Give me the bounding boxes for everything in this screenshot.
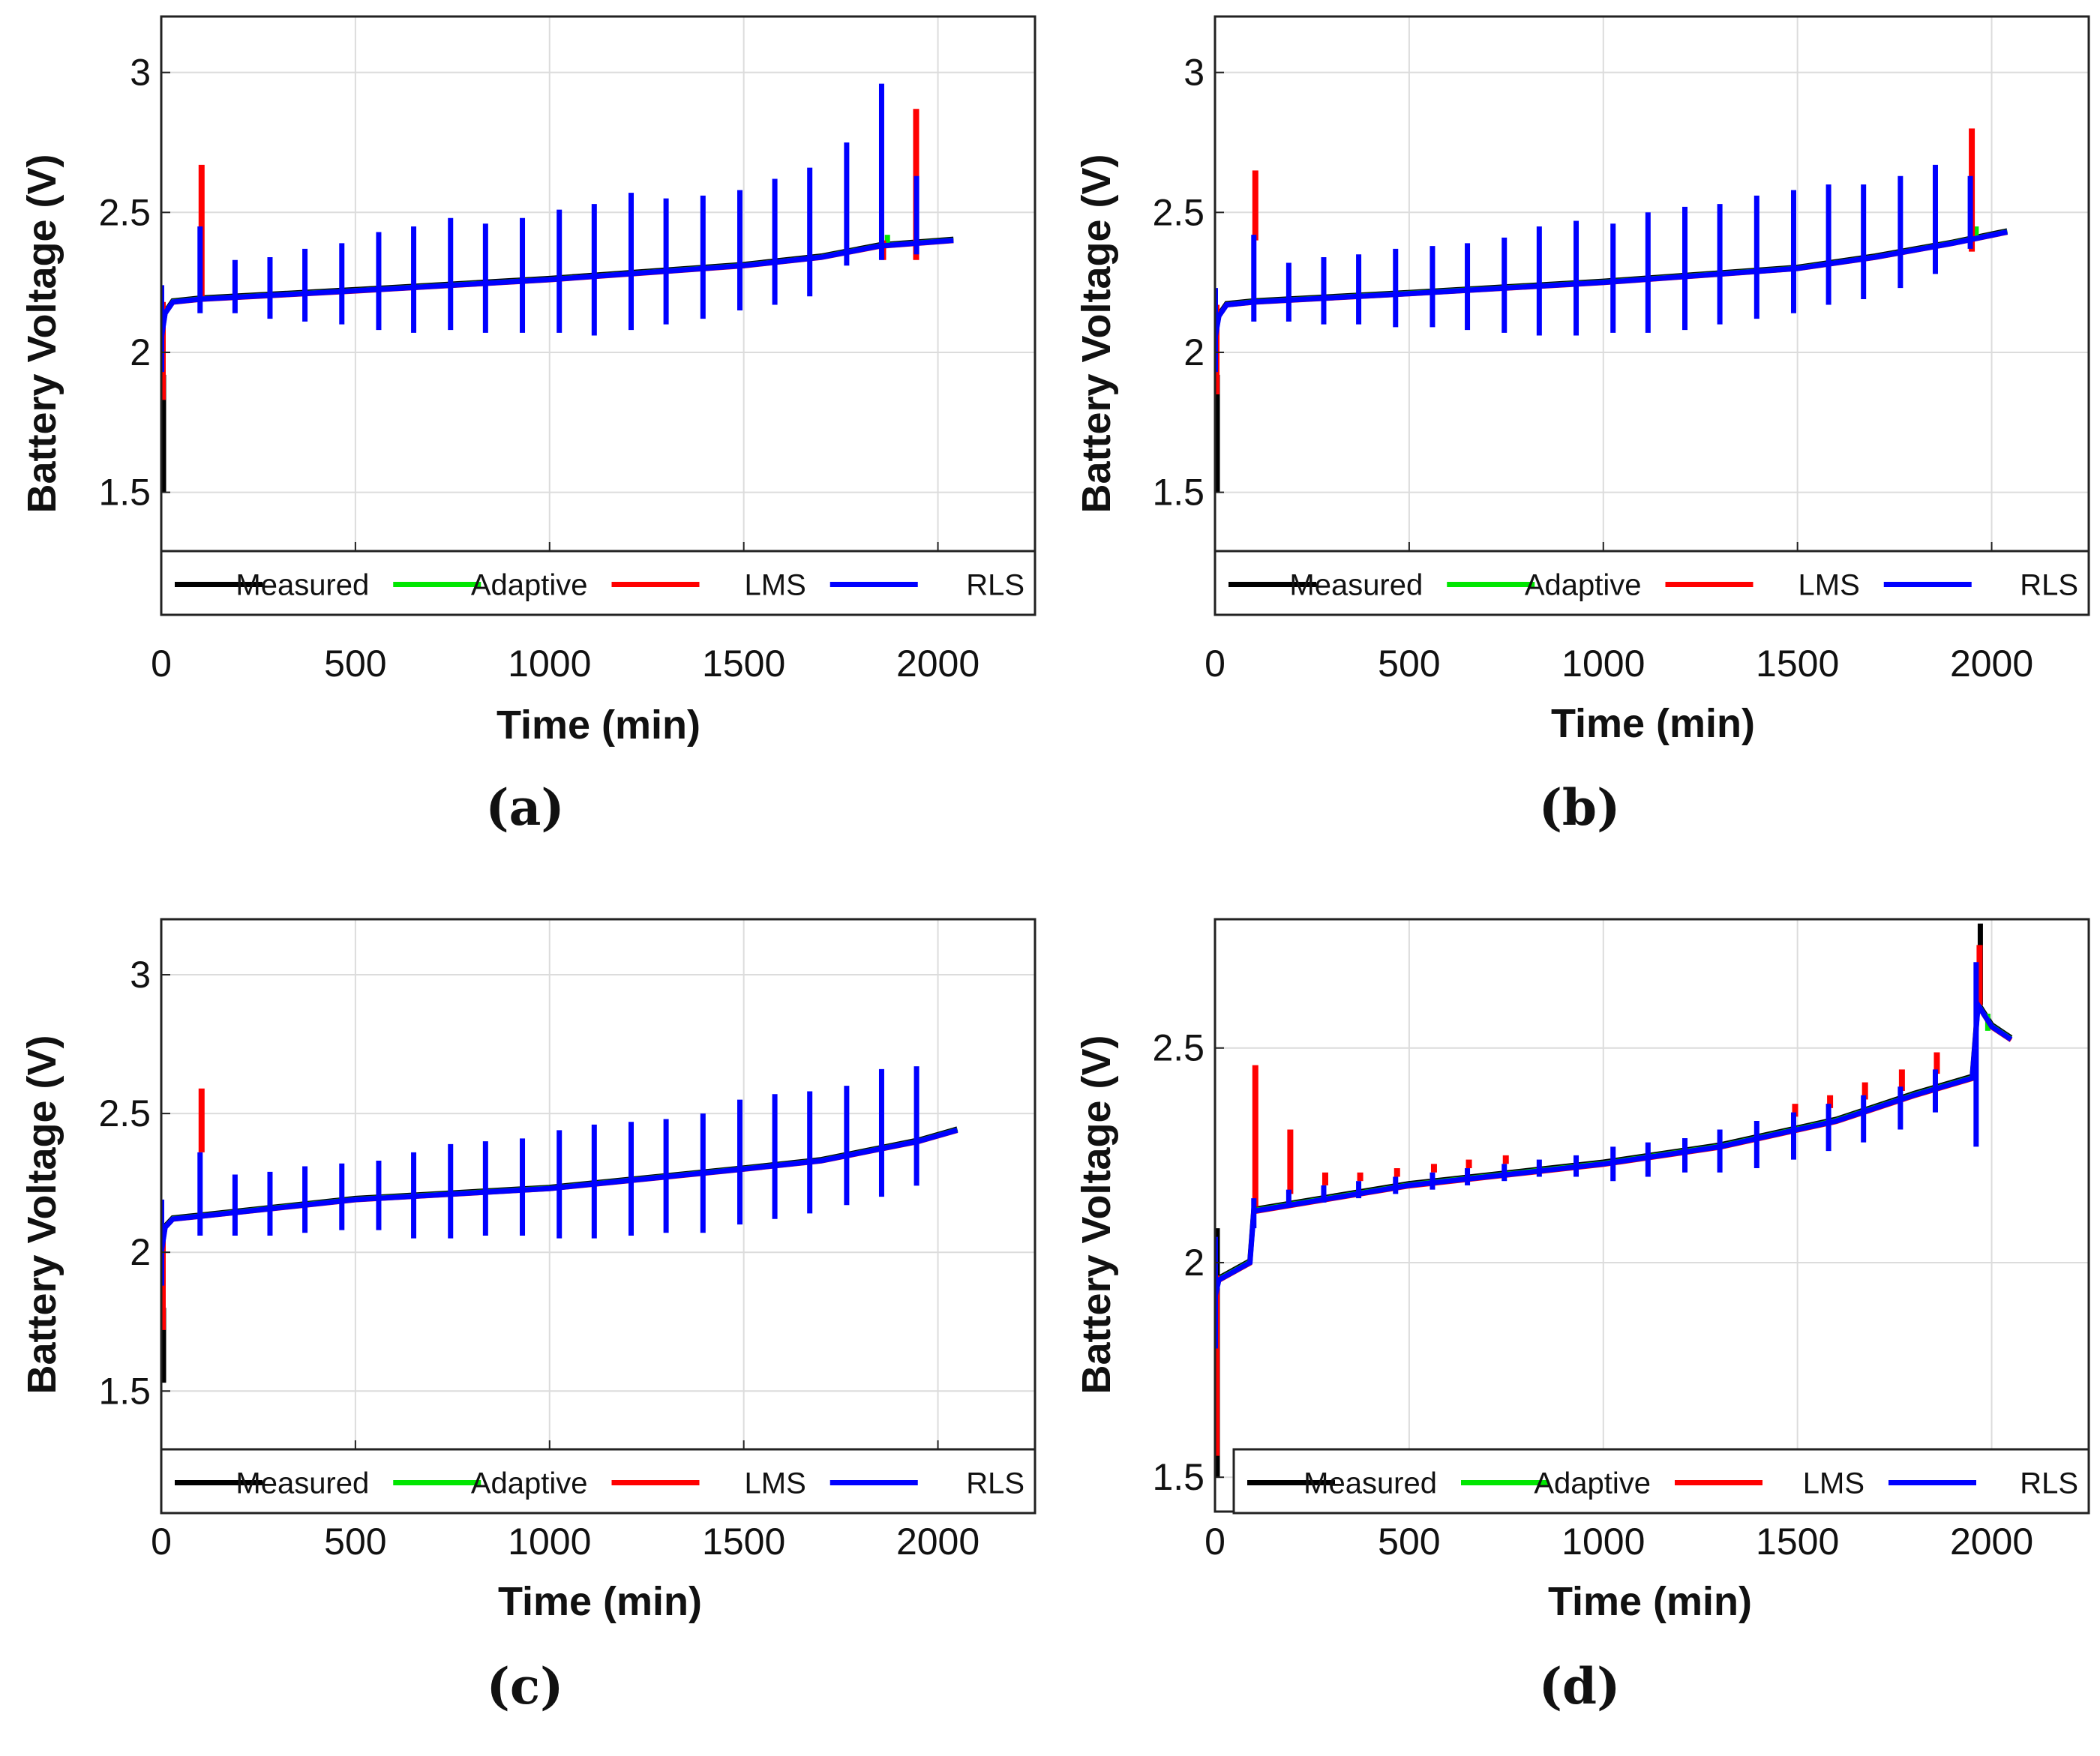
plot-area-c: 0 500 1000 1500 2000 1.5 2 2.5 3 Measured Adaptive… [98,918,1036,1563]
x-tick-label-500: 500 [324,1521,386,1563]
plot-background [1215,16,2089,551]
x-tick-label-500: 500 [1378,643,1440,685]
y-tick-label-2.5: 2.5 [98,191,151,233]
x-tick-label-2000: 2000 [1950,1521,2033,1563]
series-group [1215,923,2013,1478]
y-axis-label-a: Battery Voltage (V) [20,154,64,513]
x-axis-label-c: Time (min) [498,1579,702,1624]
legend-label-lms: LMS [1798,569,1860,602]
y-tick-label-2.5: 2.5 [1152,1027,1204,1069]
y-axis-label-b: Battery Voltage (V) [1074,154,1119,513]
legend-label-measured: Measured [236,1467,369,1500]
series-group [1215,128,2008,493]
legend: Measured Adaptive LMS RLS [1232,1448,2090,1515]
caption-c: (c) [487,1657,564,1716]
legend-label-measured: Measured [1289,569,1423,602]
y-tick-label-2: 2 [130,1231,151,1273]
series-group [161,83,954,493]
legend-label-rls: RLS [966,1467,1024,1500]
x-tick-label-0: 0 [1204,1521,1226,1563]
y-tick-label-2: 2 [1184,331,1204,373]
legend-label-lms: LMS [745,569,806,602]
plot-background [161,16,1035,551]
panel-c: 0 500 1000 1500 2000 1.5 2 2.5 3 Measured Adaptive… [20,918,1036,1716]
y-axis-label-c: Battery Voltage (V) [20,1035,64,1394]
caption-a: (a) [485,778,564,837]
y-tick-label-1.5: 1.5 [1152,1456,1204,1498]
x-tick-label-0: 0 [151,643,172,685]
x-tick-label-1000: 1000 [508,643,591,685]
legend-label-measured: Measured [236,569,369,602]
legend-label-rls: RLS [2020,1467,2078,1500]
y-tick-label-1.5: 1.5 [98,472,151,514]
x-tick-label-1000: 1000 [1562,643,1645,685]
x-axis-label-a: Time (min) [496,703,700,748]
x-tick-label-0: 0 [1204,643,1226,685]
y-tick-label-3: 3 [130,954,151,996]
legend-label-adaptive: Adaptive [471,569,588,602]
x-tick-label-1000: 1000 [508,1521,591,1563]
panel-a: 0 500 1000 1500 2000 1.5 2 2.5 3 Measured Adaptive… [20,15,1036,837]
x-tick-label-500: 500 [1378,1521,1440,1563]
legend: Measured Adaptive LMS RLS [160,550,1036,616]
legend: Measured Adaptive LMS RLS [1214,550,2090,616]
legend-label-rls: RLS [966,569,1024,602]
legend: Measured Adaptive LMS RLS [160,1448,1036,1515]
y-tick-label-1.5: 1.5 [98,1370,151,1412]
plot-area-a: 0 500 1000 1500 2000 1.5 2 2.5 3 Measured Adaptive… [98,15,1036,685]
y-tick-label-1.5: 1.5 [1152,472,1204,514]
x-tick-label-2000: 2000 [1950,643,2033,685]
x-tick-label-500: 500 [324,643,386,685]
y-tick-label-2: 2 [130,331,151,373]
legend-label-adaptive: Adaptive [1534,1467,1651,1500]
x-tick-label-0: 0 [151,1521,172,1563]
x-axis-label-b: Time (min) [1551,701,1755,746]
panel-d: 0 500 1000 1500 2000 1.5 2 2.5 Measured Adaptive L… [1074,918,2090,1716]
legend-label-measured: Measured [1304,1467,1437,1500]
y-tick-label-3: 3 [1184,52,1204,94]
y-axis-label-d: Battery Voltage (V) [1074,1035,1119,1394]
plot-area-d: 0 500 1000 1500 2000 1.5 2 2.5 Measured Adaptive L… [1152,918,2090,1563]
panel-b: 0 500 1000 1500 2000 1.5 2 2.5 3 Measured Adaptive… [1074,15,2090,837]
series-group [161,1066,958,1383]
y-tick-label-2: 2 [1184,1242,1204,1284]
plot-area-b: 0 500 1000 1500 2000 1.5 2 2.5 3 Measured Adaptive… [1152,15,2090,685]
legend-label-rls: RLS [2020,569,2078,602]
y-tick-label-3: 3 [130,52,151,94]
x-axis-label-d: Time (min) [1548,1579,1752,1624]
x-tick-label-2000: 2000 [896,643,980,685]
legend-label-adaptive: Adaptive [471,1467,588,1500]
y-tick-label-2.5: 2.5 [1152,191,1204,233]
caption-d: (d) [1539,1657,1621,1716]
legend-label-lms: LMS [745,1467,806,1500]
x-tick-label-1500: 1500 [1756,1521,1839,1563]
legend-label-lms: LMS [1803,1467,1864,1500]
x-tick-label-2000: 2000 [896,1521,980,1563]
caption-b: (b) [1539,778,1621,837]
legend-label-adaptive: Adaptive [1525,569,1642,602]
y-tick-label-2.5: 2.5 [98,1092,151,1134]
x-tick-label-1500: 1500 [1756,643,1839,685]
x-tick-label-1500: 1500 [702,1521,785,1563]
plot-background [1215,919,2089,1512]
x-tick-label-1500: 1500 [702,643,785,685]
x-tick-label-1000: 1000 [1562,1521,1645,1563]
